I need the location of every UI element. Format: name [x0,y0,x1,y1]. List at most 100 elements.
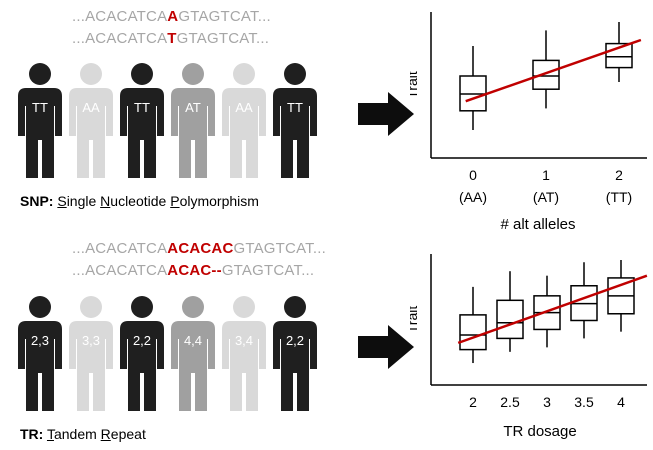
genotype-label: AA [235,100,253,115]
seq-suffix: GTAGTCAT... [176,30,270,47]
seq-variant: T [167,30,177,47]
tr-caption: TR: Tandem Repeat [20,426,146,442]
person-figure: 3,3 [69,296,113,411]
person-figure: 3,4 [222,296,266,411]
person-figure: TT [273,63,317,178]
seq-prefix: ...ACACATCA [72,240,168,257]
x-tick-label: 2 [469,394,477,410]
box-plot-1 [532,30,560,109]
box-plot-4 [607,260,635,332]
caption-text: ucleotide [110,193,171,209]
person-body [120,88,164,178]
person-body [273,321,317,411]
person-head [284,63,306,85]
person-figure: AA [222,63,266,178]
caption-abbr: TR: [20,426,44,442]
x-tick-label: 4 [617,394,625,410]
person-head [131,63,153,85]
box-plot-3 [533,275,561,348]
person-body [120,321,164,411]
person-figure: 4,4 [171,296,215,411]
trend-line [457,274,648,345]
seq-variant: ACACAC [167,240,234,257]
genotype-label: 2,2 [286,333,304,348]
person-body [171,88,215,178]
caption-text: ingle [66,193,101,209]
caption-initial: T [46,426,54,442]
snp-sequence-alt: ...ACACATCATGTAGTCAT... [72,30,269,47]
person-figure: 2,2 [120,296,164,411]
box-plot-3.5 [570,262,598,339]
x-tick-label: 3 [543,394,551,410]
tr-sequence-alt: ...ACACATCAACAC--GTAGTCAT... [72,262,314,279]
tr-people-row: 2,3 3,3 2,2 4,4 3,4 2,2 [18,296,317,411]
box [496,299,524,340]
arrow-right-icon [358,92,414,136]
person-head [29,63,51,85]
x-axis-label: # alt alleles [500,216,575,233]
seq-suffix: GTAGTCAT... [221,262,315,279]
caption-initial: P [170,193,180,209]
x-tick-sublabel: (AA) [459,189,487,205]
person-head [233,296,255,318]
genotype-label: 3,3 [82,333,100,348]
person-head [182,296,204,318]
seq-prefix: ...ACACATCA [72,262,168,279]
snp-boxplot-chart: Trait 0 (AA) 1 (AT) 2 (TT) # alt alleles [410,12,647,233]
genotype-label: TT [32,100,48,115]
genotype-label: TT [287,100,303,115]
genotype-label: 3,4 [235,333,253,348]
person-body [18,321,62,411]
person-body [273,88,317,178]
y-axis-label: Trait [410,71,420,99]
genotype-label: 2,3 [31,333,49,348]
person-body [171,321,215,411]
person-figure: TT [120,63,164,178]
seq-prefix: ...ACACATCA [72,30,168,47]
x-axis-label: TR dosage [503,423,576,440]
caption-text: andem [53,426,101,442]
person-figure: AA [69,63,113,178]
box [459,314,487,351]
arrow-right-icon [358,325,414,369]
box-plot-0 [459,46,487,130]
person-head [233,63,255,85]
caption-text: epeat [110,426,146,442]
genotype-label: AA [82,100,100,115]
box [532,59,560,90]
tr-boxplot-chart: Trait 2 2.5 3 3.5 4 TR dosage [410,254,648,440]
genotype-label: TT [134,100,150,115]
x-tick-label: 2 [615,167,623,183]
person-head [80,296,102,318]
person-body [222,321,266,411]
seq-variant: ACAC-- [167,262,222,279]
y-axis-label: Trait [410,306,420,334]
x-tick-sublabel: (TT) [606,189,632,205]
chart-axes [430,12,647,159]
tr-sequence-ref: ...ACACATCAACACACGTAGTCAT... [72,240,326,257]
person-body [222,88,266,178]
caption-text: olymorphism [179,193,259,209]
person-figure: 2,2 [273,296,317,411]
person-body [18,88,62,178]
person-body [69,88,113,178]
person-head [284,296,306,318]
x-tick-label: 3.5 [574,394,594,410]
genotype-label: 4,4 [184,333,202,348]
snp-sequence-ref: ...ACACATCAAGTAGTCAT... [72,8,271,25]
x-tick-sublabel: (AT) [533,189,559,205]
box-plot-2.5 [496,271,524,352]
trend-line [465,38,642,103]
person-head [131,296,153,318]
x-tick-label: 1 [542,167,550,183]
seq-suffix: GTAGTCAT... [178,8,271,25]
person-head [29,296,51,318]
person-body [69,321,113,411]
person-figure: 2,3 [18,296,62,411]
genotype-label: AT [185,100,201,115]
caption-abbr: SNP: [20,193,54,209]
caption-initial: R [100,426,111,442]
x-tick-label: 0 [469,167,477,183]
box-plot-2 [459,286,487,364]
seq-variant: A [167,8,179,25]
